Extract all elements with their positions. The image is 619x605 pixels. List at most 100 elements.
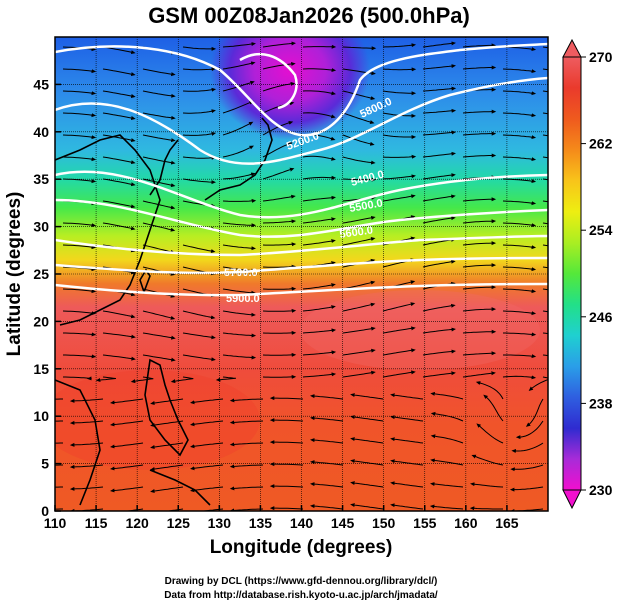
x-tick-label: 135: [249, 515, 273, 531]
streamline: [102, 310, 136, 319]
contour-label: 5900.0: [226, 293, 260, 305]
x-tick-label: 155: [413, 515, 437, 531]
streamline: [62, 68, 97, 74]
y-tick-label: 0: [41, 503, 49, 519]
map-panel: 5200.0 5800.0 5400.0 5500.0 5600.0 5700.…: [55, 37, 548, 511]
warm-region: [55, 370, 260, 470]
x-tick-label: 140: [290, 515, 314, 531]
streamline: [63, 376, 92, 381]
contour-5900: [55, 282, 548, 297]
streamline: [302, 239, 336, 246]
streamline: [182, 332, 216, 340]
streamline: [142, 68, 176, 77]
streamline: [62, 178, 97, 184]
streamline: [110, 464, 144, 471]
streamline: [55, 508, 63, 510]
streamline: [475, 381, 504, 400]
contour-5800: [55, 256, 548, 275]
x-axis: 110 115 120 125 130 135 140 145 150 155 160 165: [44, 505, 519, 531]
streamline: [503, 332, 537, 337]
streamline: [502, 288, 537, 294]
x-tick-label: 130: [208, 515, 232, 531]
streamline: [182, 46, 217, 51]
streamline: [142, 310, 176, 320]
streamline: [390, 415, 424, 422]
streamline: [502, 134, 537, 140]
streamline: [182, 178, 216, 185]
streamline: [525, 398, 544, 427]
streamline: [302, 217, 336, 224]
streamline: [430, 391, 464, 400]
philippines: [144, 358, 189, 457]
taiwan: [139, 268, 151, 295]
streamline: [302, 112, 336, 119]
streamline: [130, 376, 154, 384]
streamline: [502, 222, 537, 228]
streamline: [69, 398, 104, 403]
streamline: [222, 332, 257, 338]
streamline: [342, 302, 376, 312]
warm-pink-region: [300, 290, 540, 370]
streamline: [110, 442, 144, 449]
chart-title: GSM 00Z08Jan2026 (500.0hPa): [148, 3, 470, 28]
streamline: [55, 398, 63, 400]
streamline: [142, 156, 176, 165]
streamline: [262, 41, 296, 48]
streamline: [382, 370, 416, 378]
streamline: [342, 112, 375, 124]
x-tick-label: 125: [167, 515, 191, 531]
colorbar-min-arrow: [562, 489, 582, 510]
streamline: [342, 280, 376, 290]
streamline: [302, 350, 337, 356]
streamline: [62, 112, 97, 118]
y-tick-label: 20: [33, 313, 49, 329]
streamline: [262, 264, 297, 269]
colorbar-tick-label: 262: [589, 136, 613, 152]
y-tick-label: 30: [33, 219, 49, 235]
streamline: [462, 219, 497, 224]
streamline: [422, 64, 456, 70]
streamline: [302, 305, 336, 312]
streamline: [502, 178, 537, 184]
streamline: [310, 438, 344, 444]
streamline: [222, 198, 257, 203]
streamline: [142, 112, 176, 120]
streamline: [310, 482, 344, 488]
streamline: [382, 174, 416, 180]
streamline: [190, 420, 224, 427]
streamline: [462, 351, 497, 356]
colorbar-tick-label: 254: [589, 222, 613, 238]
indochina-coast: [55, 379, 101, 506]
streamline: [342, 326, 376, 334]
streamline: [502, 200, 537, 206]
streamline: [342, 134, 375, 146]
streamline: [462, 307, 497, 312]
streamline: [269, 418, 304, 423]
japan-coast: [204, 117, 273, 201]
streamline: [55, 464, 63, 466]
streamline: [528, 376, 548, 391]
streamline: [142, 222, 176, 232]
streamline: [102, 200, 136, 209]
streamline: [55, 420, 63, 422]
streamline: [422, 130, 457, 136]
streamline: [142, 90, 176, 98]
streamline: [69, 420, 104, 425]
streamline: [62, 156, 97, 162]
streamline: [462, 131, 497, 136]
streamline: [302, 90, 336, 96]
streamline: [310, 394, 344, 400]
streamline: [302, 372, 337, 378]
streamline: [182, 109, 216, 114]
streamline: [502, 310, 537, 316]
streamline: [502, 112, 537, 118]
streamline: [515, 420, 544, 440]
x-axis-label: Longitude (degrees): [210, 537, 393, 558]
contour-5500: [55, 170, 548, 219]
streamline: [102, 354, 136, 361]
streamline: [422, 194, 456, 202]
streamline: [262, 167, 295, 180]
streamline: [229, 486, 264, 491]
streamline: [229, 508, 264, 511]
cold-core-low: [210, 37, 370, 140]
